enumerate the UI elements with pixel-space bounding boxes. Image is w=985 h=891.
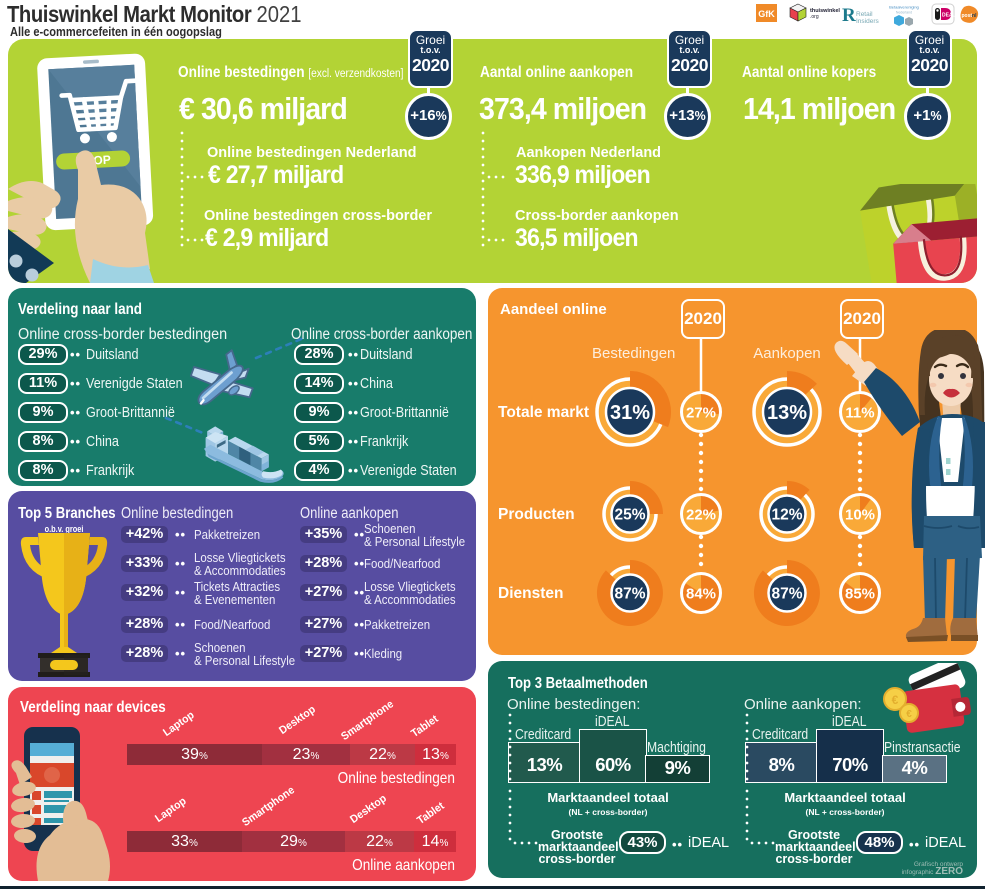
svg-text:Nederland: Nederland: [896, 11, 912, 15]
svg-text:€: €: [892, 693, 899, 707]
svg-text:10%: 10%: [845, 507, 875, 524]
svg-text:postnl: postnl: [961, 13, 977, 19]
svg-text:87%: 87%: [771, 585, 802, 602]
svg-text:DEAL: DEAL: [942, 13, 956, 19]
svg-text:GfK: GfK: [758, 9, 775, 19]
svg-text:€: €: [906, 709, 912, 720]
svg-text:22%: 22%: [686, 507, 716, 524]
svg-text:27%: 27%: [686, 405, 716, 422]
svg-text:85%: 85%: [845, 586, 875, 603]
svg-text:25%: 25%: [614, 506, 645, 523]
svg-text:87%: 87%: [614, 585, 645, 602]
svg-text:Betaalvereniging: Betaalvereniging: [889, 5, 919, 10]
svg-text:.org: .org: [810, 14, 819, 20]
svg-text:thuiswinkel: thuiswinkel: [810, 8, 840, 14]
svg-text:31%: 31%: [610, 402, 650, 424]
svg-text:12%: 12%: [771, 506, 802, 523]
svg-text:84%: 84%: [686, 586, 716, 603]
svg-text:R: R: [842, 5, 856, 26]
svg-text:11%: 11%: [845, 405, 874, 422]
svg-text:13%: 13%: [767, 402, 807, 424]
svg-text:Retail: Retail: [856, 11, 873, 18]
svg-text:Insiders: Insiders: [856, 18, 880, 25]
